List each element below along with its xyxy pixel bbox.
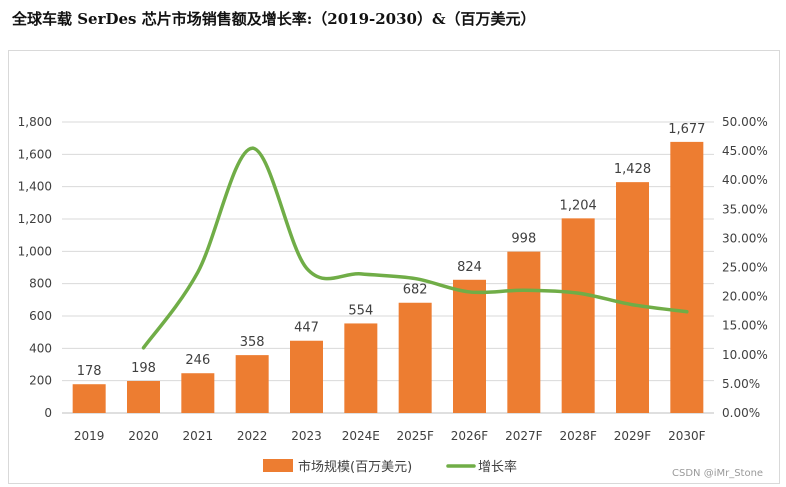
bar [507,251,541,413]
bar [344,323,378,413]
y-right-tick-label: 25.00% [722,261,768,275]
y-right-tick-label: 5.00% [722,377,760,391]
bar [561,218,595,413]
y-right-tick-label: 10.00% [722,348,768,362]
bar [398,302,432,413]
y-right-tick-label: 35.00% [722,202,768,216]
y-right-tick-label: 45.00% [722,144,768,158]
x-tick-label: 2026F [451,429,489,443]
y-right-tick-label: 0.00% [722,406,760,420]
grid-layer [62,121,714,414]
bar [181,373,215,413]
watermark: 知乎 @iMrStone CSDN @iMr_Stone [586,444,763,479]
chart-frame [8,50,780,484]
legend: 市场规模(百万美元) 增长率 [263,459,517,475]
data-label-layer: 178 198 246 358 447 554 682 824 998 1,204 1,428 1,6… [77,122,706,379]
y-right-tick-label: 15.00% [722,319,768,333]
x-tick-label: 2028F [559,429,597,443]
chart-title: 全球车载 SerDes 芯片市场销售额及增长率:（2019-2030）&（百万美… [12,10,536,28]
bar-data-label: 246 [185,353,210,368]
y-left-tick-label: 1,600 [18,147,52,161]
bar-data-label: 178 [77,364,102,379]
y-left-tick-label: 400 [29,341,52,355]
bar [290,340,323,413]
x-tick-label: 2020 [128,429,159,443]
y-right-tick-label: 50.00% [722,115,768,129]
y-right-tick-label: 30.00% [722,231,768,245]
bar [670,141,704,413]
watermark-main: 知乎 @iMrStone [586,444,718,464]
watermark-sub: CSDN @iMr_Stone [672,468,763,479]
bar [72,384,106,413]
y-left-tick-label: 0 [44,406,52,420]
bar-data-label: 1,677 [668,122,705,137]
bar-data-label: 198 [131,361,156,376]
bar [453,279,486,413]
bar-data-label: 447 [294,321,319,336]
y-left-tick-label: 1,200 [18,212,52,226]
y-left-tick-label: 200 [29,374,52,388]
bar-layer [72,141,704,413]
bar-data-label: 998 [511,232,536,247]
y-right-tick-label: 40.00% [722,173,768,187]
x-tick-label: 2019 [74,429,105,443]
legend-label-bar: 市场规模(百万美元) [298,459,412,475]
y-left-tick-label: 1,800 [18,115,52,129]
growth-rate-line [141,146,689,350]
y-left-tick-label: 800 [29,277,52,291]
x-tick-label: 2024E [342,429,380,443]
bar-data-label: 824 [457,260,482,275]
x-tick-label: 2021 [183,429,214,443]
bar-data-label: 1,204 [560,198,597,213]
bar [235,355,269,413]
y-left-tick-label: 1,000 [18,244,52,258]
bar [127,380,160,413]
bar-data-label: 1,428 [614,162,651,177]
bar-data-label: 554 [348,303,373,318]
y-left-tick-label: 1,400 [18,180,52,194]
bar [616,182,649,413]
x-tick-label: 2022 [237,429,268,443]
x-tick-label: 2023 [291,429,322,443]
legend-swatch-bar [263,459,293,472]
x-tick-label: 2030F [668,429,706,443]
axis-layer: 0 200 400 600 800 1,000 1,200 1,400 1,600 1,800 0.… [18,115,768,443]
bar-data-label: 358 [240,335,265,350]
y-right-tick-label: 20.00% [722,290,768,304]
x-tick-label: 2025F [396,429,434,443]
y-left-tick-label: 600 [29,309,52,323]
legend-label-line: 增长率 [478,459,517,475]
x-tick-label: 2027F [505,429,543,443]
bar-data-label: 682 [403,283,428,298]
x-tick-label: 2029F [614,429,652,443]
line-layer [141,146,689,350]
